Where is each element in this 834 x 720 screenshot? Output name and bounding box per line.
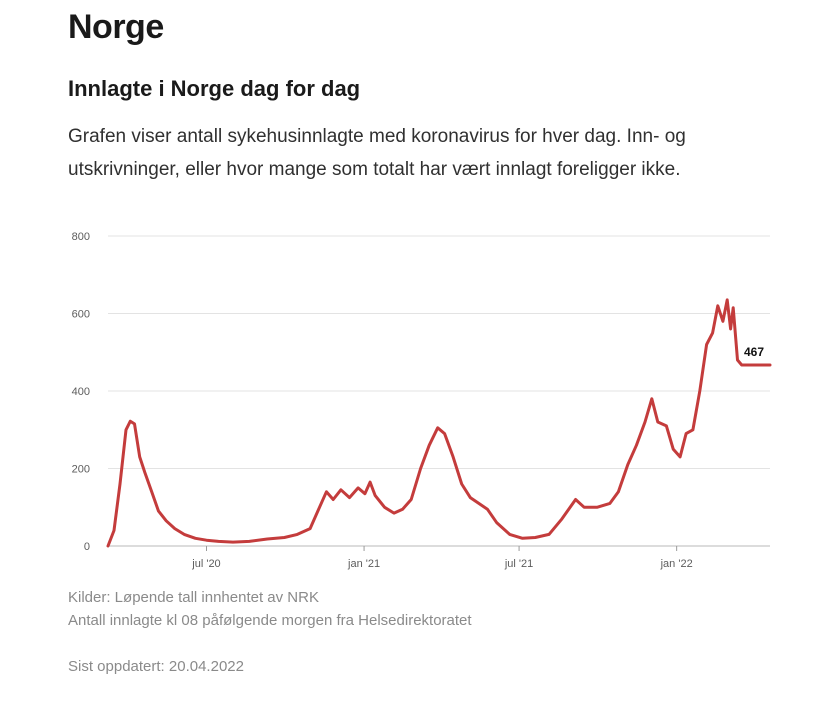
x-tick-label-1: jan '21 [347, 558, 380, 570]
chart-description: Grafen viser antall sykehusinnlagte med … [68, 126, 686, 180]
x-tick-label-3: jan '22 [660, 558, 693, 570]
hospitalizations-line-chart: 0 200 400 600 800 jul '20 jan '21 jul '21 jan '2… [72, 231, 772, 570]
source-line-2: Antall innlagte kl 08 påfølgende morgen … [68, 612, 472, 629]
chart-heading: Innlagte i Norge dag for dag [68, 76, 361, 101]
y-tick-label-800: 800 [72, 231, 90, 243]
x-tick-label-0: jul '20 [191, 558, 220, 570]
source-line-1: Kilder: Løpende tall innhentet av NRK [68, 589, 319, 606]
y-tick-label-400: 400 [72, 386, 90, 398]
y-tick-label-200: 200 [72, 464, 90, 476]
end-value-label: 467 [744, 345, 764, 359]
x-tick-label-2: jul '21 [504, 558, 533, 570]
last-updated: Sist oppdatert: 20.04.2022 [68, 658, 244, 675]
series-line-innlagte [106, 298, 772, 548]
y-tick-label-0: 0 [84, 541, 90, 553]
page-title: Norge [68, 8, 164, 46]
y-tick-label-600: 600 [72, 309, 90, 321]
